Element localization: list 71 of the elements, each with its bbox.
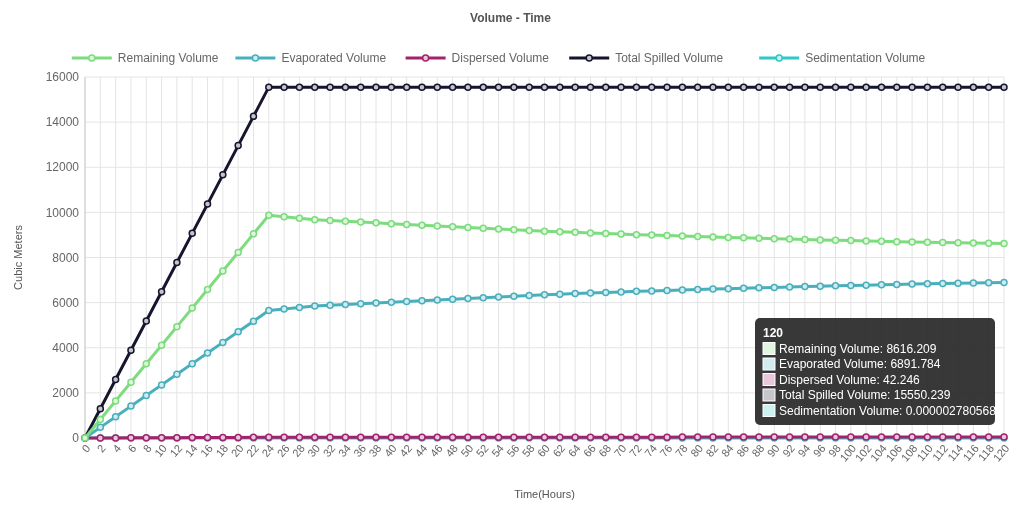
x-tick-label: 62 <box>550 442 568 460</box>
x-tick-label: 48 <box>443 442 461 460</box>
x-tick-label: 2 <box>94 442 108 455</box>
x-tick-label: 96 <box>810 442 828 460</box>
annotation: Evaporated Volume: 6891.784 <box>779 357 941 372</box>
x-tick-label: 86 <box>734 442 752 460</box>
x-tick-label: 32 <box>320 442 338 460</box>
x-tick-label: 0 <box>79 442 93 455</box>
y-tick-label: 10000 <box>45 205 80 220</box>
x-tick-label: 72 <box>626 442 644 460</box>
x-tick-label: 56 <box>504 442 522 460</box>
x-tick-label: 58 <box>519 442 537 460</box>
x-tick-label: 36 <box>351 442 369 460</box>
x-tick-label: 24 <box>259 442 277 460</box>
x-tick-label: 30 <box>305 442 323 460</box>
x-tick-label: 70 <box>611 442 629 460</box>
y-tick-label: 2000 <box>52 386 80 401</box>
y-tick-label: 16000 <box>45 70 80 85</box>
x-tick-label: 28 <box>289 442 307 460</box>
x-tick-label: 76 <box>657 442 675 460</box>
x-tick-label: 50 <box>458 442 476 460</box>
x-tick-label: 42 <box>397 442 415 460</box>
annotation: 120 <box>763 326 784 341</box>
y-tick-label: 12000 <box>45 160 80 175</box>
annotation: Remaining Volume: 8616.209 <box>779 341 937 356</box>
x-tick-label: 8 <box>140 442 154 455</box>
x-tick-label: 6 <box>125 442 139 455</box>
x-tick-label: 78 <box>672 442 690 460</box>
y-axis-title: Cubic Meters <box>12 224 24 290</box>
x-tick-label: 40 <box>381 442 399 460</box>
legend-label: Remaining Volume <box>117 51 219 66</box>
x-tick-label: 18 <box>213 442 231 460</box>
x-tick-label: 38 <box>366 442 384 460</box>
x-tick-label: 44 <box>412 442 430 460</box>
y-tick-label: 14000 <box>45 115 80 130</box>
y-tick-label: 4000 <box>52 340 80 355</box>
x-tick-label: 82 <box>703 442 721 460</box>
x-tick-label: 34 <box>335 442 353 460</box>
x-tick-label: 12 <box>167 442 185 460</box>
x-axis-title: Time(Hours) <box>514 488 575 500</box>
x-tick-label: 54 <box>488 442 507 460</box>
x-tick-label: 80 <box>688 442 706 460</box>
x-tick-label: 46 <box>427 442 445 460</box>
x-tick-label: 92 <box>779 442 798 460</box>
x-tick-label: 74 <box>642 442 660 460</box>
legend-label: Evaporated Volume <box>281 51 387 66</box>
x-tick-label: 22 <box>243 442 261 460</box>
x-tick-label: 68 <box>596 442 614 460</box>
annotation: Total Spilled Volume: 15550.239 <box>779 388 951 403</box>
annotation: Sedimentation Volume: 0.000002780568 <box>779 403 997 418</box>
x-tick-label: 64 <box>565 442 583 460</box>
legend-label: Total Spilled Volume <box>615 51 724 66</box>
x-tick-label: 20 <box>228 442 246 460</box>
x-tick-label: 60 <box>534 442 552 460</box>
x-tick-label: 52 <box>473 442 491 460</box>
x-tick-label: 10 <box>152 442 170 460</box>
x-tick-label: 84 <box>718 442 736 460</box>
x-tick-label: 26 <box>274 442 292 460</box>
x-tick-label: 94 <box>795 442 813 460</box>
chart-title: Volume - Time <box>470 11 552 25</box>
x-tick-label: 90 <box>764 442 782 460</box>
y-tick-label: 8000 <box>52 250 80 265</box>
y-tick-label: 6000 <box>52 295 80 310</box>
x-tick-label: 14 <box>182 442 200 460</box>
x-tick-label: 88 <box>749 442 767 460</box>
legend-label: Dispersed Volume <box>451 51 550 66</box>
annotation: Dispersed Volume: 42.246 <box>779 372 921 387</box>
x-tick-label: 16 <box>197 442 216 460</box>
x-tick-label: 66 <box>580 442 598 460</box>
x-tick-label: 4 <box>109 442 124 455</box>
legend-label: Sedimentation Volume <box>805 51 926 66</box>
